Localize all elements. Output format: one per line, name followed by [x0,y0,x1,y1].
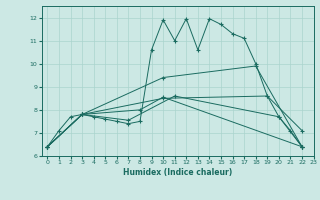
X-axis label: Humidex (Indice chaleur): Humidex (Indice chaleur) [123,168,232,177]
